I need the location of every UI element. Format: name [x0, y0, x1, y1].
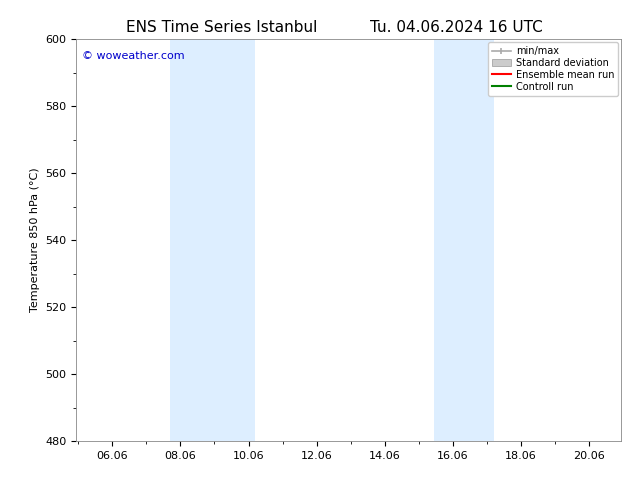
- Text: © woweather.com: © woweather.com: [82, 51, 184, 61]
- Legend: min/max, Standard deviation, Ensemble mean run, Controll run: min/max, Standard deviation, Ensemble me…: [488, 42, 618, 96]
- Bar: [434, 39, 493, 441]
- Text: Tu. 04.06.2024 16 UTC: Tu. 04.06.2024 16 UTC: [370, 20, 543, 35]
- Bar: [170, 39, 255, 441]
- Text: ENS Time Series Istanbul: ENS Time Series Istanbul: [126, 20, 318, 35]
- Y-axis label: Temperature 850 hPa (°C): Temperature 850 hPa (°C): [30, 168, 39, 313]
